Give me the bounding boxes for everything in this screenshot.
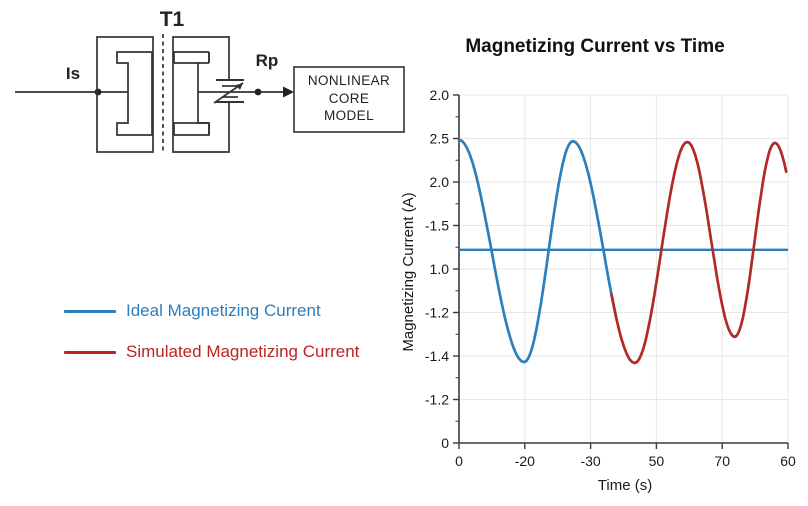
y-tick-label: 2.5	[430, 131, 450, 147]
core-right-outer	[172, 36, 230, 153]
chart-tick-labels: 0 -1.2 -1.4 -1.2 1.0 -1.5 2.0 2.5 2.0 0 -20 -30 50 70…	[425, 87, 796, 469]
arrow-head-icon	[283, 86, 294, 98]
input-current-label: Is	[65, 64, 81, 83]
x-tick-label: 60	[780, 453, 796, 469]
nonlinear-core-model-box	[293, 66, 405, 133]
x-axis-label: Time (s)	[597, 477, 653, 494]
box-text-line2: CORE	[328, 90, 370, 106]
nonlinear-element-icon	[213, 79, 244, 104]
magnetizing-current-chart: 0 -1.2 -1.4 -1.2 1.0 -1.5 2.0 2.5 2.0 0 -20 -30 50 70…	[425, 87, 796, 469]
simulated-current-curve	[610, 140, 788, 365]
y-tick-label: -1.4	[425, 348, 449, 364]
rp-node-label: Rp	[255, 51, 279, 70]
core-right-inner-close	[198, 52, 210, 135]
legend-item-ideal: Ideal Magnetizing Current	[64, 301, 321, 321]
y-tick-label: 2.0	[430, 174, 450, 190]
input-node-dot	[94, 88, 102, 96]
x-tick-label: 0	[455, 453, 463, 469]
y-tick-label: -1.2	[425, 392, 449, 408]
x-tick-label: 50	[649, 453, 665, 469]
core-left-outer	[96, 36, 154, 153]
x-tick-label: 70	[714, 453, 730, 469]
core-left-inner	[116, 51, 153, 136]
legend-label-simulated: Simulated Magnetizing Current	[126, 342, 360, 361]
transformer-label: T1	[159, 8, 185, 31]
y-tick-label: 1.0	[430, 261, 450, 277]
y-tick-label: -1.2	[425, 305, 449, 321]
chart-axes	[453, 94, 789, 449]
rp-node-dot	[254, 88, 262, 96]
chart-title: Magnetizing Current vs Time	[465, 36, 725, 57]
ideal-current-curve	[457, 138, 618, 364]
x-tick-label: -20	[515, 453, 535, 469]
transformer-circuit-diagram	[15, 34, 405, 153]
legend-item-simulated: Simulated Magnetizing Current	[64, 342, 359, 362]
x-tick-label: -30	[580, 453, 600, 469]
y-tick-label: 2.0	[430, 87, 450, 103]
chart-gridlines	[458, 94, 789, 444]
nonlinear-core-model-text: NONLINEAR CORE MODEL	[294, 72, 404, 125]
legend-line-ideal	[64, 309, 116, 313]
box-text-line1: NONLINEAR	[307, 73, 391, 88]
chart-curves	[457, 138, 788, 365]
legend-label-ideal: Ideal Magnetizing Current	[126, 301, 321, 320]
box-text-line3: MODEL	[323, 108, 374, 123]
y-tick-label: -1.5	[425, 218, 449, 234]
y-tick-label: 0	[441, 435, 449, 451]
legend-line-simulated	[64, 350, 116, 354]
